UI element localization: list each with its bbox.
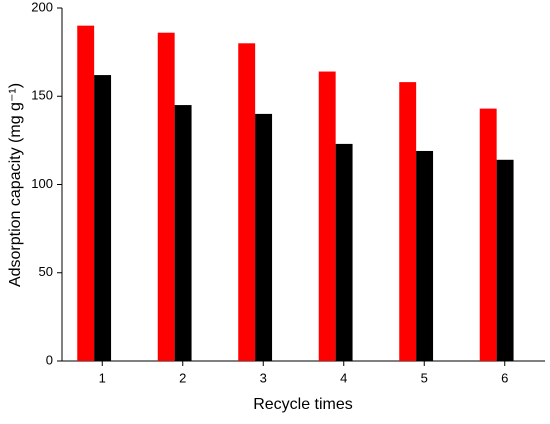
x-axis-label: Recycle times: [253, 396, 353, 413]
x-tick-label: 1: [99, 370, 106, 385]
bar: [496, 159, 514, 361]
x-tick-label: 5: [421, 370, 428, 385]
bar: [157, 32, 175, 362]
x-tick-label: 4: [340, 370, 347, 385]
bar: [318, 71, 336, 361]
y-tick-label: 150: [31, 88, 53, 103]
bar: [335, 143, 353, 361]
x-tick-label: 6: [501, 370, 508, 385]
bar: [174, 105, 192, 361]
bar: [238, 43, 256, 362]
bar: [94, 75, 112, 361]
y-tick-label: 50: [39, 264, 53, 279]
bar: [255, 113, 273, 362]
y-tick-label: 200: [31, 0, 53, 14]
x-tick-label: 2: [179, 370, 186, 385]
y-tick-label: 0: [46, 352, 53, 367]
bar: [416, 150, 434, 361]
bar: [479, 108, 497, 361]
bar: [77, 25, 95, 362]
bar: [399, 82, 417, 361]
y-tick-label: 100: [31, 176, 53, 191]
x-tick-label: 3: [260, 370, 267, 385]
y-axis-label: Adsorption capacity (mg g⁻¹): [7, 83, 24, 287]
